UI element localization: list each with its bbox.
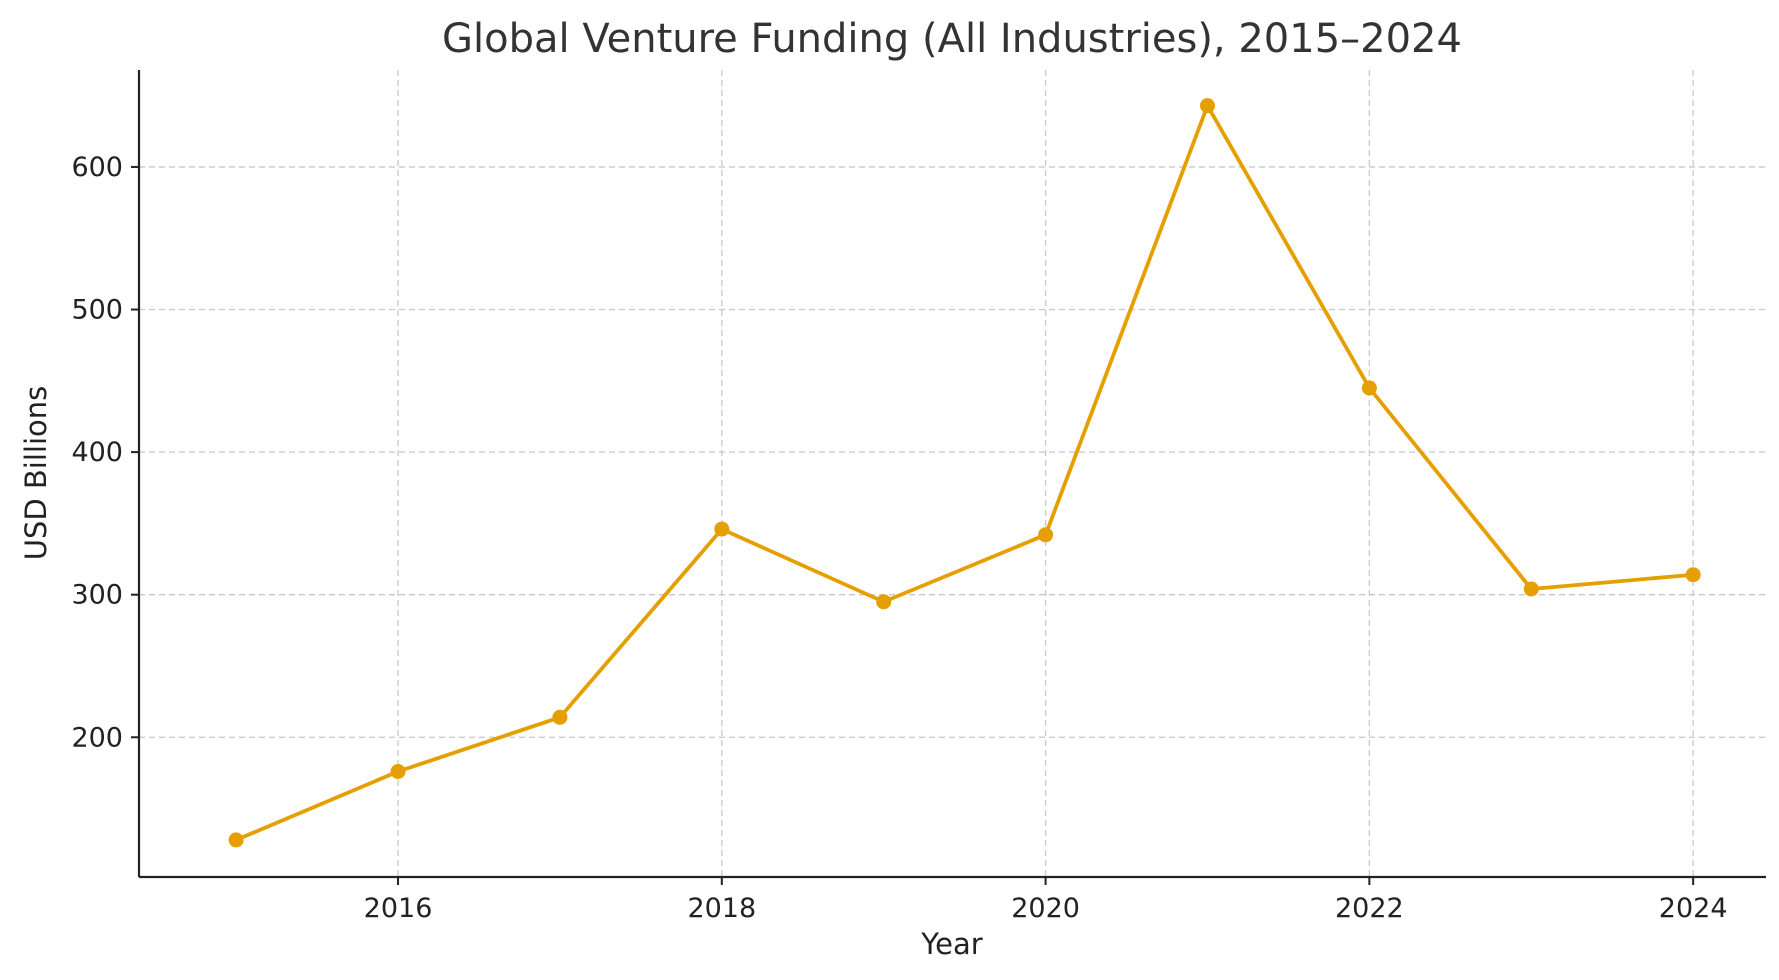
x-tick-label: 2018 (687, 893, 756, 924)
y-tick-label: 200 (71, 722, 123, 753)
data-point (714, 521, 730, 537)
y-tick-label: 500 (71, 295, 123, 326)
y-tick-label: 300 (71, 580, 123, 611)
grid (139, 70, 1766, 877)
data-point (1685, 567, 1701, 583)
x-tick-label: 2022 (1335, 893, 1404, 924)
x-tick-label: 2020 (1011, 893, 1080, 924)
x-tick-label: 2016 (364, 893, 433, 924)
data-point (1523, 581, 1539, 597)
series (228, 98, 1701, 848)
data-point (876, 594, 892, 610)
data-point (228, 832, 244, 848)
y-tick-label: 400 (71, 437, 123, 468)
data-point (1199, 98, 1215, 114)
x-tick-label: 2024 (1659, 893, 1728, 924)
x-axis-ticks: 2016 2018 2020 2022 2024 (364, 877, 1728, 924)
y-axis-ticks: 200 300 400 500 600 (71, 152, 139, 753)
series-line (234, 103, 1696, 842)
data-point (552, 709, 568, 725)
y-axis-title: USD Billions (19, 386, 53, 561)
data-point (1361, 380, 1377, 396)
x-axis-title: Year (920, 927, 982, 961)
data-point (1038, 527, 1054, 543)
chart-title: Global Venture Funding (All Industries),… (442, 16, 1462, 62)
y-tick-label: 600 (71, 152, 123, 183)
data-point (390, 763, 406, 779)
axes (137, 70, 1766, 879)
